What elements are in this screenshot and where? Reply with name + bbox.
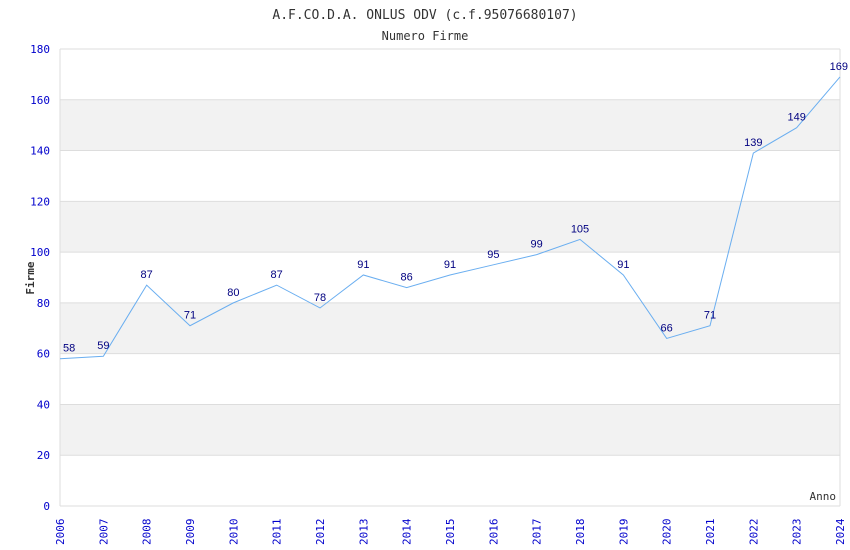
x-tick-label: 2015: [444, 519, 457, 546]
grid-band: [60, 201, 840, 253]
x-tick-label: 2010: [227, 519, 240, 546]
grid-band: [60, 99, 840, 151]
y-tick-label: 120: [30, 195, 50, 208]
x-tick-label: 2023: [791, 519, 804, 546]
data-label: 91: [444, 259, 456, 271]
x-tick-label: 2014: [401, 518, 414, 545]
data-label: 149: [787, 112, 805, 124]
y-tick-label: 60: [37, 348, 50, 361]
data-label: 66: [661, 322, 673, 334]
x-tick-label: 2013: [357, 519, 370, 546]
chart-title: A.F.CO.D.A. ONLUS ODV (c.f.95076680107): [272, 8, 577, 23]
data-label: 80: [227, 287, 239, 299]
data-label: 99: [531, 239, 543, 251]
x-tick-label: 2012: [314, 519, 327, 546]
data-label: 87: [141, 269, 153, 281]
data-label: 78: [314, 292, 326, 304]
data-label: 86: [401, 272, 413, 284]
data-label: 91: [617, 259, 629, 271]
data-label: 87: [271, 269, 283, 281]
data-label: 169: [830, 61, 848, 73]
x-tick-label: 2018: [574, 519, 587, 546]
x-tick-label: 2024: [834, 518, 847, 545]
x-tick-label: 2019: [617, 519, 630, 546]
y-tick-label: 80: [37, 297, 50, 310]
x-tick-label: 2021: [704, 519, 717, 546]
x-tick-label: 2007: [97, 519, 110, 546]
x-tick-label: 2008: [141, 519, 154, 546]
y-axis-label: Firme: [24, 261, 37, 294]
data-label: 71: [704, 310, 716, 322]
x-tick-label: 2016: [487, 519, 500, 546]
data-label: 59: [97, 340, 109, 352]
grid-band: [60, 404, 840, 456]
x-tick-label: 2011: [271, 519, 284, 546]
series-line: [59, 76, 841, 360]
data-label: 71: [184, 310, 196, 322]
y-tick-label: 160: [30, 94, 50, 107]
grid-band: [60, 302, 840, 354]
y-tick-label: 140: [30, 145, 50, 158]
data-label: 58: [63, 343, 75, 355]
y-tick-label: 40: [37, 398, 50, 411]
data-label: 139: [744, 137, 762, 149]
y-tick-label: 0: [43, 500, 50, 513]
data-label: 105: [571, 223, 589, 235]
chart-subtitle: Numero Firme: [382, 29, 469, 43]
x-tick-label: 2020: [661, 519, 674, 546]
data-label: 95: [487, 249, 499, 261]
y-tick-label: 180: [30, 43, 50, 56]
x-tick-label: 2009: [184, 519, 197, 546]
x-tick-label: 2017: [531, 519, 544, 546]
data-label: 91: [357, 259, 369, 271]
y-tick-label: 100: [30, 246, 50, 259]
x-tick-label: 2022: [747, 519, 760, 546]
y-tick-label: 20: [37, 449, 50, 462]
x-axis-label: Anno: [810, 490, 837, 503]
x-tick-label: 2006: [54, 519, 67, 546]
